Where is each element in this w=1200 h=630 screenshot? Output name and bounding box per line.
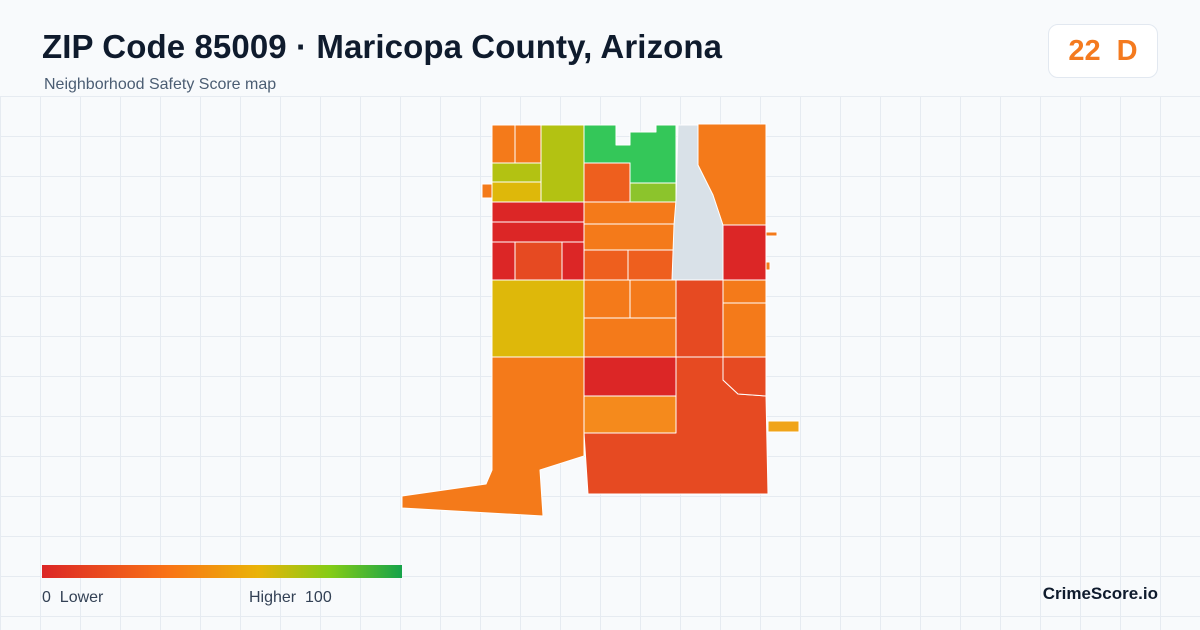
map-region[interactable] (629, 279, 677, 319)
map-region[interactable] (491, 221, 585, 243)
map-region[interactable] (583, 201, 677, 225)
legend-high-text: Higher (249, 589, 297, 606)
legend-color-scale (42, 565, 402, 578)
map-region[interactable] (481, 183, 493, 199)
map-region[interactable] (767, 420, 800, 433)
map-region[interactable] (765, 261, 771, 271)
map-region[interactable] (491, 241, 516, 281)
legend-low-label: 0 Lower (42, 589, 103, 607)
page-subtitle: Neighborhood Safety Score map (44, 76, 277, 93)
map-region[interactable] (491, 201, 585, 223)
map-region[interactable] (583, 249, 629, 281)
map-region[interactable] (722, 279, 767, 304)
map-region[interactable] (765, 231, 778, 237)
legend-high-value: 100 (305, 589, 332, 606)
map-region[interactable] (583, 356, 677, 397)
map-region[interactable] (722, 302, 767, 358)
map-region[interactable] (491, 124, 516, 164)
safety-score-value: 22 (1068, 34, 1101, 67)
map-region[interactable] (491, 279, 585, 358)
legend-low-value: 0 (42, 589, 51, 606)
map-region[interactable] (583, 395, 677, 434)
map-region[interactable] (540, 124, 585, 203)
map-region[interactable] (583, 162, 631, 203)
map-region[interactable] (491, 181, 542, 203)
map-region[interactable] (561, 241, 585, 281)
map-region[interactable] (514, 241, 563, 281)
legend-low-text: Lower (59, 589, 104, 606)
safety-grade: D (1116, 34, 1138, 67)
map-region[interactable] (629, 182, 677, 203)
map-region[interactable] (627, 249, 677, 281)
legend-high-label: Higher 100 (249, 589, 332, 607)
map-region[interactable] (722, 356, 767, 397)
map-region[interactable] (401, 356, 585, 517)
map-region[interactable] (722, 224, 767, 281)
map-region[interactable] (583, 317, 677, 358)
map-region[interactable] (583, 223, 677, 251)
score-badge: 22 D (1048, 24, 1158, 78)
map-region[interactable] (675, 279, 724, 358)
map-region[interactable] (491, 162, 542, 183)
map-region[interactable] (583, 279, 631, 319)
brand-logo-text: CrimeScore.io (1042, 584, 1158, 603)
map-region[interactable] (514, 124, 542, 164)
page-title: ZIP Code 85009 · Maricopa County, Arizon… (42, 28, 723, 65)
